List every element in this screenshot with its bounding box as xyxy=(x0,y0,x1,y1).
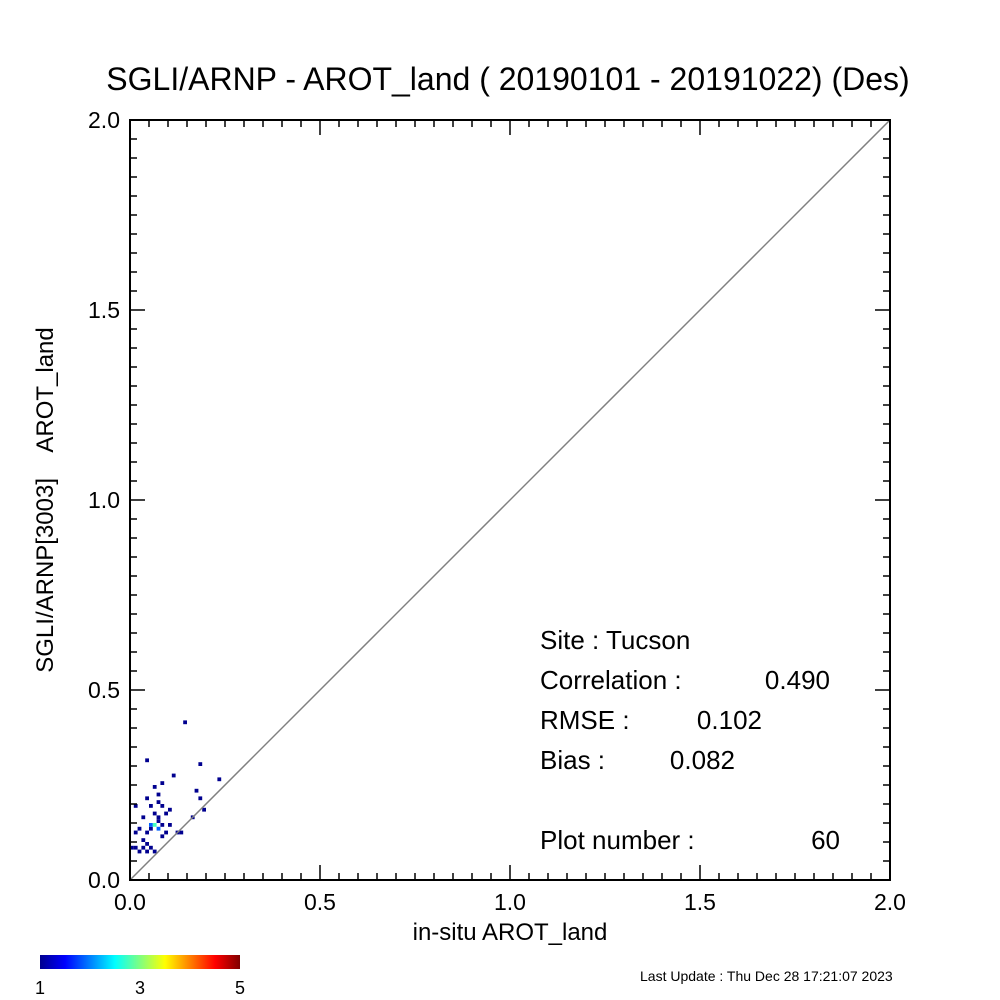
data-point xyxy=(149,826,153,831)
correlation-label: Correlation : xyxy=(540,665,682,695)
data-point xyxy=(149,823,153,827)
data-point xyxy=(152,849,157,854)
data-point xyxy=(156,800,161,804)
data-point xyxy=(160,781,165,785)
data-point xyxy=(183,720,187,725)
data-point xyxy=(145,830,149,835)
data-point xyxy=(149,804,153,808)
data-point xyxy=(179,830,184,835)
bias-label: Bias : xyxy=(540,745,605,775)
data-point xyxy=(156,819,161,823)
plot-number-label: Plot number : xyxy=(540,825,695,855)
data-point xyxy=(198,762,203,766)
correlation-value: 0.490 xyxy=(765,665,830,695)
colorbar: 1 3 5 xyxy=(35,955,245,998)
data-point xyxy=(137,849,142,854)
data-point xyxy=(133,845,138,850)
rmse-value: 0.102 xyxy=(697,705,762,735)
y-tick-labels: 0.0 0.5 1.0 1.5 2.0 xyxy=(88,107,120,893)
data-point xyxy=(168,823,172,827)
y-tick-label: 1.0 xyxy=(88,487,120,513)
data-point xyxy=(137,826,142,831)
last-update-text: Last Update : Thu Dec 28 17:21:07 2023 xyxy=(640,968,893,984)
data-point xyxy=(130,845,134,850)
data-point xyxy=(156,815,161,820)
data-point xyxy=(217,777,222,782)
data-point xyxy=(160,804,165,808)
y-tick-label: 0.0 xyxy=(88,867,120,893)
data-point xyxy=(152,785,157,789)
data-point xyxy=(141,845,146,850)
data-point xyxy=(156,792,161,797)
data-point xyxy=(145,842,149,846)
colorbar-label-min: 1 xyxy=(35,978,45,998)
site-text: Site : Tucson xyxy=(540,625,690,655)
data-point xyxy=(168,807,172,812)
data-point xyxy=(156,826,161,831)
x-tick-label: 2.0 xyxy=(874,889,906,915)
colorbar-label-max: 5 xyxy=(235,978,245,998)
data-point xyxy=(160,823,165,827)
data-point xyxy=(133,804,138,808)
data-point xyxy=(152,811,157,816)
data-point xyxy=(194,788,199,793)
data-point xyxy=(164,811,168,816)
x-tick-label: 0.5 xyxy=(304,889,336,915)
data-point xyxy=(133,830,138,835)
y-tick-label: 1.5 xyxy=(88,297,120,323)
chart-title: SGLI/ARNP - AROT_land ( 20190101 - 20191… xyxy=(106,61,909,97)
data-point xyxy=(171,773,176,778)
x-axis-label: in-situ AROT_land xyxy=(413,919,608,946)
data-point xyxy=(141,838,146,842)
x-tick-label: 0.0 xyxy=(114,889,146,915)
data-point xyxy=(145,796,149,801)
data-point xyxy=(145,849,149,854)
data-point xyxy=(202,807,206,812)
y-tick-label: 0.5 xyxy=(88,677,120,703)
data-point xyxy=(160,834,165,839)
colorbar-gradient xyxy=(40,955,240,969)
data-point xyxy=(198,796,203,801)
stats-box: Site : Tucson Correlation : 0.490 RMSE :… xyxy=(540,625,840,855)
one-to-one-line xyxy=(129,119,891,881)
y-axis-label: SGLI/ARNP[3003] AROT_land xyxy=(32,327,59,673)
data-point xyxy=(145,758,149,763)
plot-number-value: 60 xyxy=(811,825,840,855)
rmse-label: RMSE : xyxy=(540,705,630,735)
plot-area xyxy=(129,119,891,881)
bias-value: 0.082 xyxy=(670,745,735,775)
data-point xyxy=(152,823,157,827)
data-point xyxy=(141,815,146,820)
colorbar-label-mid: 3 xyxy=(135,978,145,998)
x-tick-label: 1.0 xyxy=(494,889,526,915)
y-tick-label: 2.0 xyxy=(88,107,120,133)
x-tick-labels: 0.0 0.5 1.0 1.5 2.0 xyxy=(114,889,906,915)
data-point xyxy=(149,845,153,850)
x-tick-label: 1.5 xyxy=(684,889,716,915)
axis-ticks xyxy=(129,119,891,881)
data-point xyxy=(164,830,168,835)
